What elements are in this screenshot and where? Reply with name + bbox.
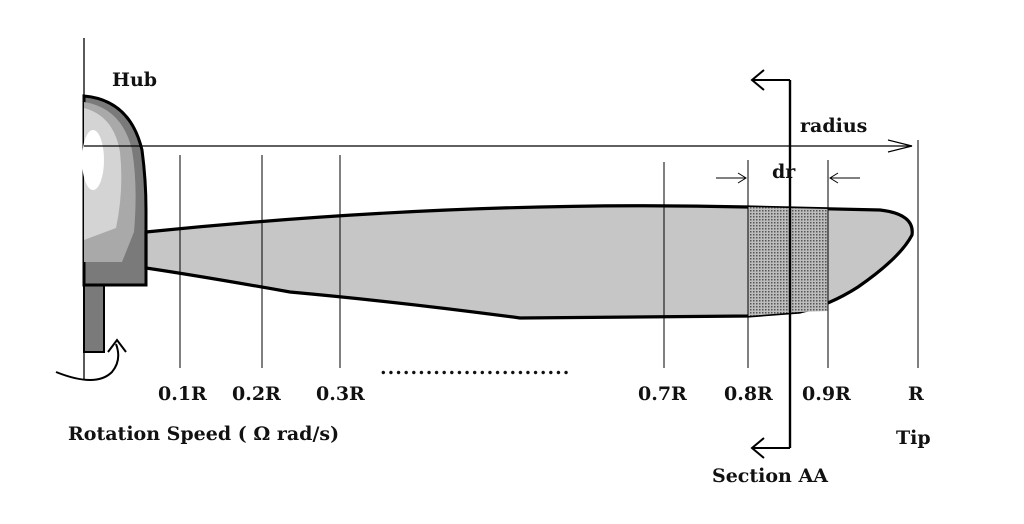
station-label-R: R: [908, 383, 924, 405]
station-label-0.9R: 0.9R: [802, 383, 851, 405]
hub-highlight: [82, 130, 104, 190]
station-label-0.8R: 0.8R: [724, 383, 773, 405]
dr-arrow-left-head: [737, 172, 747, 184]
ellipsis-dots: .........................: [380, 357, 570, 379]
radius-label: radius: [800, 115, 867, 137]
station-label-0.2R: 0.2R: [232, 383, 281, 405]
rotation-arrowhead: [107, 338, 127, 353]
hub-label: Hub: [112, 69, 157, 91]
section-label: Section AA: [712, 465, 828, 487]
station-label-0.1R: 0.1R: [158, 383, 207, 405]
dr-label: dr: [772, 161, 796, 183]
dr-arrow-right-head: [829, 172, 839, 184]
rotation-speed-label: Rotation Speed ( Ω rad/s): [68, 423, 339, 445]
tip-label: Tip: [896, 427, 931, 449]
section-arrow-bottom-head: [750, 437, 765, 459]
blade-element-strip: [748, 207, 828, 316]
station-label-0.7R: 0.7R: [638, 383, 687, 405]
blade: [144, 204, 914, 320]
rotation-arrow: [55, 343, 120, 381]
section-arrow-top-head: [750, 69, 765, 91]
station-label-0.3R: 0.3R: [316, 383, 365, 405]
radius-arrowhead: [887, 139, 913, 153]
shaft: [83, 281, 105, 353]
